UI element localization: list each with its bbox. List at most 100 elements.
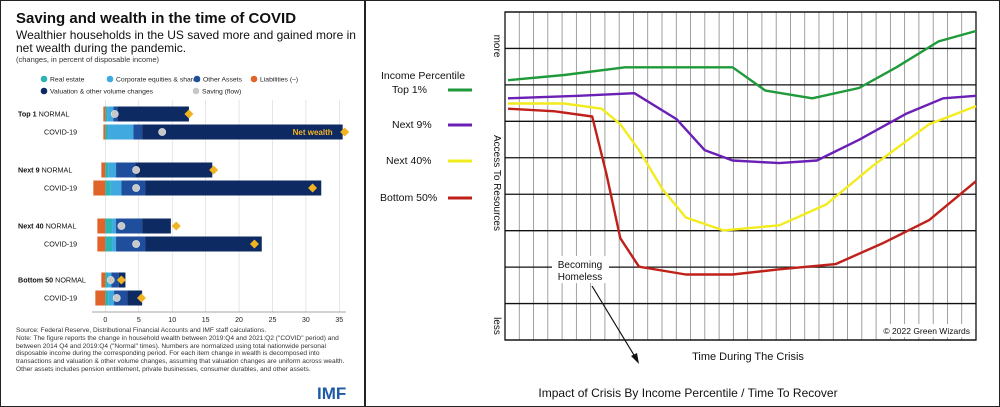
net-wealth-marker-0-1 <box>340 127 350 137</box>
x-axis-label: Time During The Crisis <box>692 351 804 363</box>
crisis-panel: Income Percentile Top 1% Next 9% Next 40% Bo… <box>366 0 1000 407</box>
net-wealth-marker-1-1 <box>308 183 318 193</box>
bar-segment-2-0-1 <box>105 218 113 234</box>
legend-marker-1 <box>106 75 114 83</box>
x-tick-label-7: 35 <box>335 317 343 324</box>
x-tick-label-1: 5 <box>137 317 141 324</box>
row-name: NORMAL <box>55 276 86 285</box>
bar-segment-1-1-4 <box>145 180 322 196</box>
saving-marker-1-0 <box>132 166 141 174</box>
bar-segment-0-1-0 <box>103 124 106 140</box>
saving-marker-1-1 <box>132 184 141 192</box>
x-tick-label-0: 0 <box>103 317 107 324</box>
net-wealth-marker-0-0 <box>184 109 194 119</box>
group-label-0: Top 1 NORMAL <box>18 110 69 119</box>
series-line-1 <box>507 91 977 165</box>
plot-border <box>504 11 977 341</box>
annotation-background <box>552 256 609 283</box>
bar-segment-0-0-0 <box>103 106 106 122</box>
bar-segment-0-1-1 <box>105 124 109 140</box>
x-tick-label-5: 25 <box>269 317 277 324</box>
bar-segment-1-0-4 <box>135 162 213 178</box>
x-tick-label-6: 30 <box>302 317 310 324</box>
saving-marker-2-0 <box>117 222 126 230</box>
legend-label-1: Corporate equities & shares <box>116 77 201 84</box>
bar-segment-1-1-2 <box>110 180 122 196</box>
bar-segment-1-0-3 <box>116 162 136 178</box>
legend-label-0: Top 1% <box>392 84 427 96</box>
bar-segment-0-1-2 <box>108 124 134 140</box>
series-line-3 <box>507 107 977 276</box>
bar-segment-3-1-1 <box>105 290 109 306</box>
bar-segment-0-1-3 <box>133 124 143 140</box>
bar-segment-2-1-3 <box>116 236 146 252</box>
bar-segment-3-1-0 <box>95 290 106 306</box>
legend-label-0: Real estate <box>50 77 85 84</box>
bar-segment-3-1-4 <box>127 290 143 306</box>
group-label-3: Bottom 50 NORMAL <box>18 276 86 285</box>
row-name: NORMAL <box>46 222 77 231</box>
y-top-label: more <box>491 35 502 58</box>
bar-segment-3-0-0 <box>101 272 106 288</box>
annotation-line-1: Becoming <box>558 260 602 271</box>
legend-marker-4 <box>40 87 48 95</box>
series-line-0 <box>507 29 977 100</box>
bar-segment-0-1-4 <box>142 124 343 140</box>
legend-label-1: Next 9% <box>392 119 432 131</box>
x-tick-label-3: 15 <box>202 317 210 324</box>
legend-label-3: Liabilities (–) <box>260 77 298 84</box>
group-name: Bottom 50 <box>18 276 55 285</box>
bar-segment-1-0-0 <box>101 162 106 178</box>
x-tick-label-4: 20 <box>235 317 243 324</box>
imf-source-note: Note: The figure reports the change in h… <box>16 334 345 373</box>
y-bottom-label: less <box>491 317 502 335</box>
net-wealth-marker-3-0 <box>116 275 126 285</box>
bar-segment-3-1-2 <box>108 290 115 306</box>
bar-segment-2-1-0 <box>97 236 106 252</box>
bar-segment-3-0-3 <box>111 272 119 288</box>
legend-marker-3 <box>250 75 258 83</box>
group-name: Next 40 <box>18 222 46 231</box>
imf-source-line: Source: Federal Reserve, Distributional … <box>16 327 267 334</box>
group-label-2: Next 40 NORMAL <box>18 222 76 231</box>
group-name: Top 1 <box>18 110 39 119</box>
legend-label-5: Saving (flow) <box>202 89 241 96</box>
group-name: Next 9 <box>18 166 42 175</box>
x-tick-label-2: 10 <box>168 317 176 324</box>
credit-background <box>886 324 974 337</box>
saving-marker-3-1 <box>112 294 121 302</box>
imf-chart-note: (changes, in percent of disposable incom… <box>16 55 159 64</box>
bar-segment-2-1-4 <box>145 236 262 252</box>
bar-segment-3-0-1 <box>105 272 109 288</box>
legend-label-4: Valuation & other volume changes <box>50 89 154 96</box>
row-label-3-1: COVID-19 <box>44 294 77 303</box>
net-wealth-marker-2-1 <box>249 239 259 249</box>
bar-segment-1-1-1 <box>105 180 111 196</box>
saving-marker-0-0 <box>110 110 119 118</box>
bar-segment-1-0-2 <box>108 162 117 178</box>
row-name: NORMAL <box>42 166 73 175</box>
bar-segment-0-0-2 <box>107 106 114 122</box>
saving-marker-3-0 <box>106 276 115 284</box>
row-label-2-1: COVID-19 <box>44 240 77 249</box>
net-wealth-marker-3-1 <box>136 293 146 303</box>
bar-segment-1-1-0 <box>93 180 106 196</box>
panel-divider <box>364 0 366 407</box>
y-axis-label: Access To Resources <box>491 135 502 231</box>
imf-bar-chart: Real estate Corporate equities & shares Ot… <box>18 75 350 324</box>
annotation-arrow-head <box>631 353 639 364</box>
imf-chart-title: Saving and wealth in the time of COVID <box>16 10 297 27</box>
row-label-1-1: COVID-19 <box>44 184 77 193</box>
bar-segment-0-0-4 <box>117 106 189 122</box>
legend-title: Income Percentile <box>381 70 465 82</box>
legend-label-2: Other Assets <box>203 77 243 84</box>
credit-text: © 2022 Green Wizards <box>883 326 970 336</box>
net-wealth-marker-1-0 <box>209 165 219 175</box>
imf-logo: IMF <box>317 384 347 403</box>
legend-marker-2 <box>193 75 201 83</box>
legend-marker-5 <box>192 87 200 95</box>
bar-segment-2-0-4 <box>142 218 171 234</box>
group-label-1: Next 9 NORMAL <box>18 166 72 175</box>
bar-segment-2-0-3 <box>116 218 143 234</box>
annotation-arrow-line <box>591 285 638 361</box>
